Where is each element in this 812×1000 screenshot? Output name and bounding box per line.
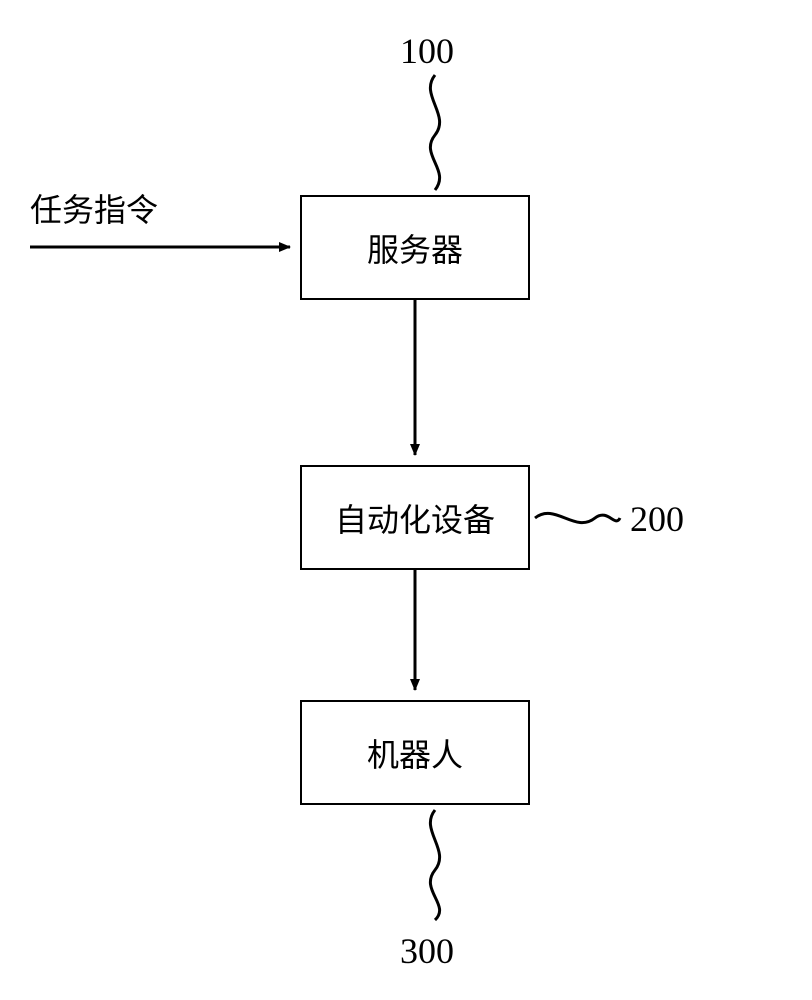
diagram-canvas: 服务器 自动化设备 机器人 任务指令 100 200 300 (0, 0, 812, 1000)
label-task-command-text: 任务指令 (30, 192, 158, 228)
label-num-300-text: 300 (400, 931, 454, 971)
node-robot: 机器人 (300, 700, 530, 805)
label-num-100-text: 100 (400, 31, 454, 71)
label-num-200: 200 (630, 498, 684, 540)
node-server: 服务器 (300, 195, 530, 300)
label-num-200-text: 200 (630, 499, 684, 539)
node-server-label: 服务器 (367, 225, 463, 271)
node-robot-label: 机器人 (367, 730, 463, 776)
label-num-300: 300 (400, 930, 454, 972)
label-num-100: 100 (400, 30, 454, 72)
label-task-command: 任务指令 (30, 185, 158, 231)
squiggle-right (535, 513, 620, 522)
node-auto: 自动化设备 (300, 465, 530, 570)
squiggle-top (430, 75, 439, 190)
squiggle-bottom (430, 810, 439, 920)
node-auto-label: 自动化设备 (335, 495, 495, 541)
